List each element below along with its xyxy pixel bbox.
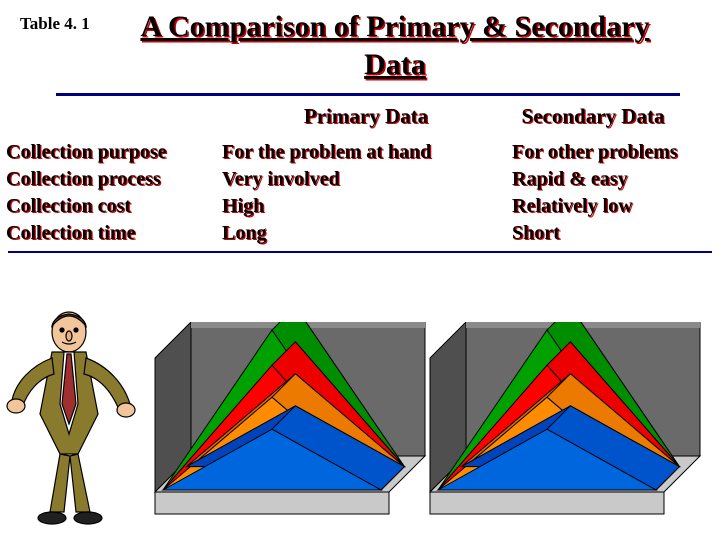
cell-secondary: Short — [512, 220, 720, 247]
confused-man-icon — [6, 304, 141, 529]
column-headers: Primary Data Secondary Data — [0, 96, 720, 131]
column-header-primary: Primary Data — [226, 104, 506, 129]
cell-primary: For the problem at hand — [222, 139, 512, 166]
slide-title: A Comparison of Primary & Secondary Data — [130, 8, 700, 83]
table-number-label: Table 4. 1 — [20, 8, 130, 34]
table-row: Collection time Long Short — [4, 220, 720, 247]
comparison-table: Collection purpose For the problem at ha… — [0, 131, 720, 247]
bottom-art-area — [0, 322, 720, 540]
column-header-secondary: Secondary Data — [506, 104, 680, 129]
row-label: Collection cost — [4, 193, 222, 220]
row-label: Collection time — [4, 220, 222, 247]
cell-secondary: For other problems — [512, 139, 720, 166]
table-row: Collection process Very involved Rapid &… — [4, 166, 720, 193]
cell-secondary: Rapid & easy — [512, 166, 720, 193]
cell-primary: Long — [222, 220, 512, 247]
table-row: Collection cost High Relatively low — [4, 193, 720, 220]
cell-secondary: Relatively low — [512, 193, 720, 220]
cell-primary: Very involved — [222, 166, 512, 193]
cell-primary: High — [222, 193, 512, 220]
row-label: Collection process — [4, 166, 222, 193]
row-label: Collection purpose — [4, 139, 222, 166]
table-row: Collection purpose For the problem at ha… — [4, 139, 720, 166]
bottom-rule — [8, 251, 712, 253]
